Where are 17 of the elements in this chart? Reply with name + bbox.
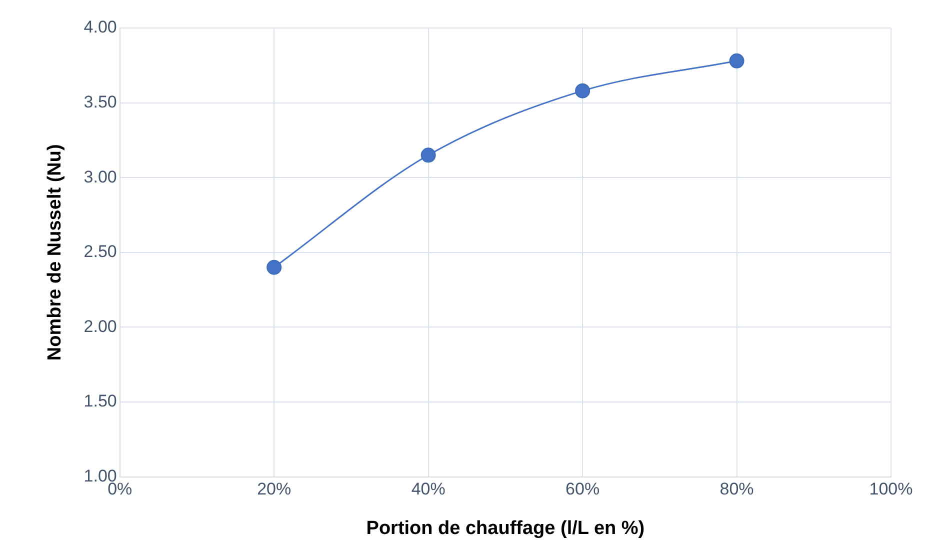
y-tick-label: 2.00 (84, 316, 117, 336)
y-tick-label: 4.00 (84, 18, 117, 37)
y-tick-label: 2.50 (84, 242, 117, 262)
x-tick-label: 40% (411, 480, 446, 499)
x-tick-label: 80% (720, 480, 754, 499)
point (420, 148, 436, 163)
y-tick-label: 3.50 (84, 92, 117, 112)
x-tick-label: 100% (869, 480, 913, 499)
point (729, 53, 744, 68)
y-tick-label: 1.50 (84, 392, 117, 411)
y-tick-label: 3.00 (84, 167, 117, 186)
y-axis-title: Nombre de Nusselt (Nu) (44, 144, 66, 361)
x-tick-label: 20% (257, 480, 292, 499)
x-tick-label: 60% (566, 480, 600, 499)
point (575, 83, 590, 98)
x-axis-title: Portion de chauffage (l/L en %) (366, 518, 645, 539)
point (266, 260, 282, 275)
